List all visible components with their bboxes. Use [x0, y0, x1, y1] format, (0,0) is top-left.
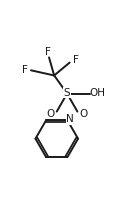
Text: O: O [79, 109, 88, 119]
Text: O: O [46, 109, 55, 119]
Text: OH: OH [89, 88, 105, 98]
Text: N: N [66, 114, 74, 124]
Text: F: F [22, 65, 27, 75]
Text: F: F [73, 55, 79, 65]
Text: S: S [64, 88, 70, 98]
Text: F: F [45, 47, 51, 57]
